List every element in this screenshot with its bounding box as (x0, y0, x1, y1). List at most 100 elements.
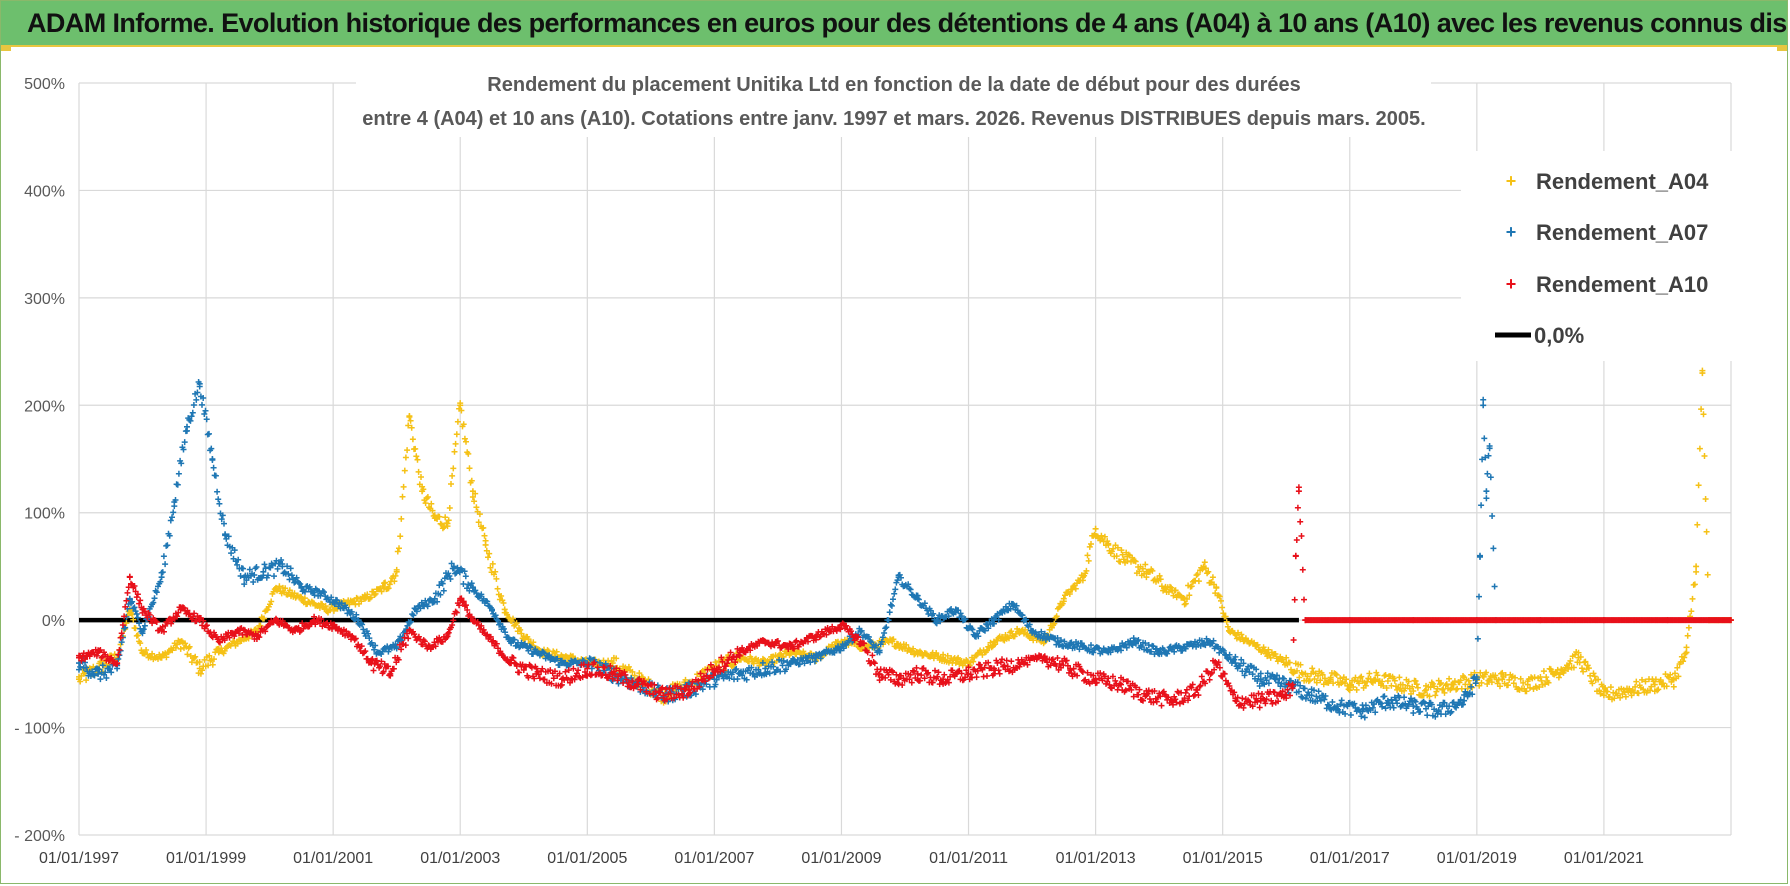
data-point (495, 645, 501, 652)
data-point (1142, 561, 1149, 568)
data-point (1160, 688, 1167, 695)
data-point (1674, 664, 1681, 671)
data-point (895, 676, 902, 683)
data-point (1431, 683, 1438, 690)
data-point (783, 666, 789, 673)
data-point (93, 652, 100, 659)
data-point (432, 643, 439, 650)
data-point (1617, 694, 1624, 701)
data-point (722, 663, 729, 670)
data-point (469, 494, 476, 500)
data-point (211, 656, 217, 663)
data-point (311, 617, 318, 624)
data-point (1186, 592, 1193, 599)
data-point (1136, 568, 1143, 575)
data-point (1195, 578, 1202, 585)
data-point (246, 566, 253, 573)
data-point (431, 515, 438, 522)
data-point (325, 609, 331, 616)
data-point (747, 647, 754, 654)
data-point (343, 628, 350, 635)
data-point (1293, 537, 1300, 543)
data-point (361, 595, 368, 602)
data-point (1703, 528, 1710, 535)
data-point (882, 674, 889, 681)
data-point (462, 573, 469, 580)
data-point (276, 583, 283, 590)
data-point (1317, 697, 1324, 704)
data-point (1640, 686, 1647, 693)
data-point (152, 618, 159, 625)
data-point (511, 636, 518, 643)
data-point (175, 609, 182, 616)
data-point (1224, 655, 1231, 662)
data-point (1675, 673, 1682, 680)
data-point (1468, 683, 1475, 690)
data-point (131, 583, 138, 589)
data-point (548, 680, 555, 687)
data-point (364, 591, 371, 598)
data-point (175, 470, 182, 477)
data-point (1010, 601, 1016, 607)
data-point (505, 634, 512, 641)
data-point (1023, 616, 1030, 623)
data-point (199, 401, 205, 408)
data-point (780, 657, 787, 664)
data-point (1117, 558, 1124, 565)
data-point (905, 581, 912, 588)
data-point (285, 571, 292, 577)
data-point (1002, 603, 1009, 610)
data-point (892, 586, 899, 593)
data-point (510, 615, 516, 622)
x-tick-label: 01/01/2007 (674, 850, 754, 867)
data-point (1297, 682, 1304, 689)
data-point (1254, 678, 1261, 684)
data-point (1317, 677, 1324, 684)
data-point (985, 625, 992, 632)
data-point (1263, 677, 1270, 684)
data-point (260, 568, 267, 575)
data-point (811, 658, 818, 665)
data-point (510, 654, 517, 661)
data-point (739, 644, 746, 651)
series-layer (76, 367, 1734, 721)
data-point (1294, 679, 1301, 686)
data-point (1216, 593, 1223, 600)
data-point (489, 606, 495, 613)
data-point (1302, 617, 1309, 624)
legend: + Rendement_A04 + Rendement_A07 + Rendem… (1461, 151, 1736, 361)
data-point (697, 670, 704, 677)
data-point (1054, 638, 1061, 645)
data-point (945, 613, 952, 620)
data-point (1113, 553, 1120, 560)
data-point (733, 666, 740, 672)
data-point (813, 654, 819, 661)
data-point (460, 421, 467, 428)
data-point (1631, 689, 1637, 696)
data-point (82, 656, 88, 663)
data-point (293, 574, 300, 581)
data-point (453, 431, 460, 438)
data-point (887, 601, 894, 608)
data-point (177, 645, 184, 652)
data-point (1118, 681, 1124, 688)
data-point (1076, 663, 1083, 670)
data-point (1135, 691, 1142, 698)
data-point (891, 590, 898, 597)
data-point (129, 598, 136, 605)
data-point (489, 560, 496, 567)
data-point (1238, 631, 1245, 638)
data-point (1110, 545, 1117, 552)
data-point (1231, 689, 1238, 696)
data-point (774, 638, 781, 644)
data-point (439, 580, 446, 587)
data-point (206, 430, 212, 437)
data-point (1101, 673, 1108, 680)
data-point (1268, 697, 1275, 704)
data-point (1047, 662, 1054, 669)
data-point (209, 661, 216, 668)
data-point (1153, 645, 1160, 652)
data-point (558, 681, 565, 688)
data-point (1299, 694, 1306, 701)
data-point (1413, 681, 1420, 688)
